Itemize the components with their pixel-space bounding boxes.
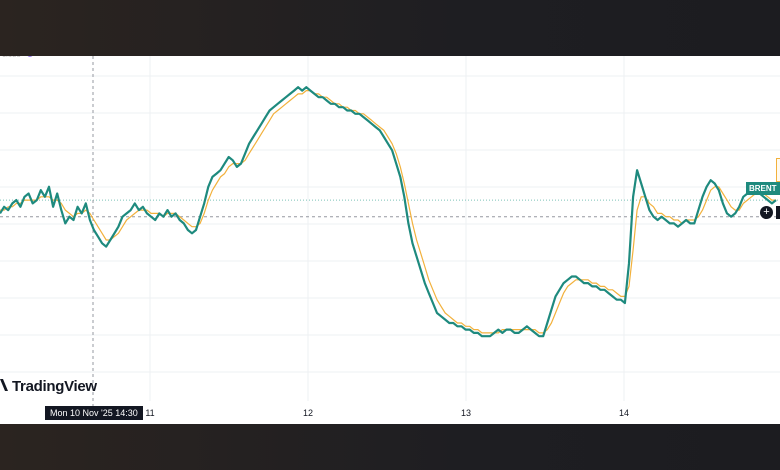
legend-top: close — — —	[2, 56, 68, 59]
legend-dot-icon	[26, 56, 33, 57]
crosshair-time-label: Mon 10 Nov '25 14:30	[45, 406, 143, 420]
price-chart[interactable]	[0, 56, 780, 424]
tradingview-wordmark: TradingView	[12, 378, 97, 395]
x-tick-label-13: 13	[460, 408, 472, 418]
top-band	[0, 0, 780, 56]
symbol-price-label: BRENT	[746, 182, 780, 195]
price-scale-edge	[776, 158, 780, 182]
price-scale-box	[776, 206, 780, 219]
legend-text: close	[2, 56, 21, 59]
tradingview-logo: TradingView	[0, 378, 97, 395]
price-series-line	[0, 86, 777, 338]
legend-value: — — —	[39, 56, 67, 59]
tradingview-mark-icon	[0, 378, 8, 391]
moving-average-line	[0, 89, 776, 334]
x-tick-label-12: 12	[302, 408, 314, 418]
chart-panel[interactable]: close — — — TradingView 11 12 13 14 Mon …	[0, 56, 780, 424]
bottom-band	[0, 424, 780, 470]
add-plus-button[interactable]: +	[760, 206, 773, 219]
x-tick-label-11: 11	[145, 408, 155, 418]
x-tick-label-14: 14	[618, 408, 630, 418]
